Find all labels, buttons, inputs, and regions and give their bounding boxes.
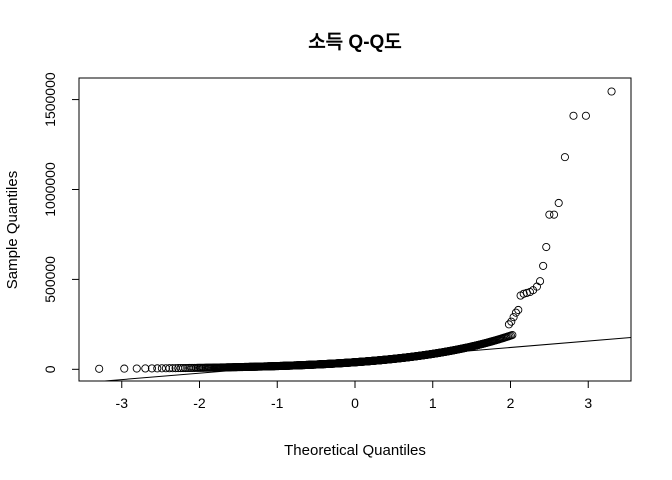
sample-point <box>179 363 188 373</box>
y-axis: 0 500000 1000000 1500000 <box>42 72 79 373</box>
sample-point <box>165 364 174 373</box>
sample-point <box>95 364 104 373</box>
sample-point <box>554 198 563 208</box>
x-tick-label: 3 <box>584 395 592 411</box>
plot-area <box>95 87 631 381</box>
chart-title: 소득 Q-Q도 <box>308 31 402 53</box>
sample-point <box>607 87 616 96</box>
x-tick-label: 2 <box>507 395 515 411</box>
sample-point <box>581 111 590 120</box>
sample-point <box>545 210 554 219</box>
sample-point <box>514 305 523 315</box>
sample-point <box>176 364 185 373</box>
y-tick-label: 1000000 <box>42 162 58 217</box>
sample-point <box>508 330 517 340</box>
sample-point <box>120 364 129 373</box>
sample-point <box>542 242 551 252</box>
x-tick-label: 1 <box>429 395 437 411</box>
x-axis: -3 -2 -1 0 1 2 3 <box>116 381 592 411</box>
sample-point <box>153 364 162 373</box>
sample-point <box>132 364 141 373</box>
plot-frame <box>78 77 632 382</box>
sample-point <box>569 111 578 120</box>
x-tick-label: 0 <box>351 395 359 411</box>
sample-point <box>141 364 150 373</box>
x-tick-label: -3 <box>116 395 129 411</box>
sample-point <box>539 261 548 270</box>
x-tick-label: -2 <box>193 395 206 411</box>
y-tick-label: 500000 <box>42 256 58 303</box>
sample-point <box>535 277 545 286</box>
sample-point <box>511 308 520 317</box>
sample-point <box>519 289 528 298</box>
y-tick-label: 1500000 <box>42 72 58 127</box>
x-tick-label: -1 <box>271 395 284 411</box>
sample-point <box>168 364 177 373</box>
y-tick-label: 0 <box>42 365 58 373</box>
sample-point <box>549 210 559 219</box>
sample-point <box>507 317 516 326</box>
sample-point <box>504 320 513 329</box>
sample-point <box>147 364 156 373</box>
sample-point <box>509 313 518 322</box>
x-axis-label: Theoretical Quantiles <box>284 442 426 459</box>
y-axis-label: Sample Quantiles <box>4 171 21 289</box>
sample-point <box>560 153 569 162</box>
